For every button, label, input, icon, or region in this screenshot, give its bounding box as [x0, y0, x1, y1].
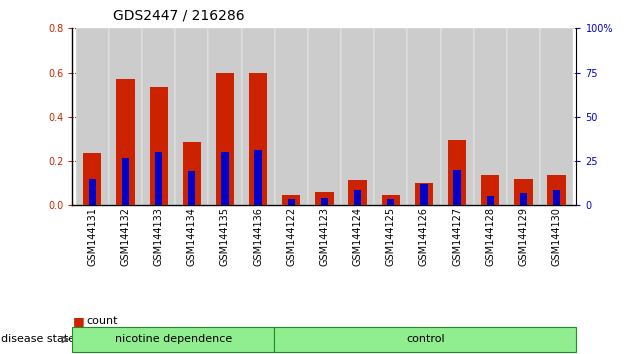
Text: count: count — [86, 316, 118, 326]
Bar — [440, 28, 474, 205]
Text: GDS2447 / 216286: GDS2447 / 216286 — [113, 9, 245, 23]
Bar — [553, 190, 560, 205]
Bar — [308, 28, 341, 205]
Bar — [387, 199, 394, 205]
Bar — [507, 28, 540, 205]
Bar — [89, 179, 96, 205]
Bar — [481, 176, 500, 205]
Bar — [382, 195, 400, 205]
Bar — [341, 28, 374, 205]
Bar — [520, 193, 527, 205]
Text: percentile rank within the sample: percentile rank within the sample — [86, 330, 274, 340]
Bar — [249, 73, 267, 205]
Bar — [514, 179, 532, 205]
Bar — [486, 195, 494, 205]
Bar — [122, 158, 129, 205]
Bar — [354, 190, 361, 205]
Bar — [348, 180, 367, 205]
Bar — [415, 183, 433, 205]
Bar — [188, 171, 195, 205]
Bar — [209, 28, 241, 205]
Bar — [216, 73, 234, 205]
Text: ■: ■ — [72, 329, 84, 341]
Text: nicotine dependence: nicotine dependence — [115, 335, 232, 344]
Bar — [316, 192, 333, 205]
Bar — [175, 28, 209, 205]
Bar — [408, 28, 440, 205]
Bar — [109, 28, 142, 205]
Bar — [255, 149, 262, 205]
Bar — [275, 28, 308, 205]
Bar — [282, 195, 301, 205]
Text: control: control — [406, 335, 445, 344]
Bar — [420, 184, 428, 205]
Bar — [76, 28, 109, 205]
Text: disease state: disease state — [1, 335, 76, 344]
Bar — [155, 152, 163, 205]
Bar — [540, 28, 573, 205]
Bar — [474, 28, 507, 205]
Bar — [374, 28, 408, 205]
Text: ■: ■ — [72, 315, 84, 328]
Bar — [241, 28, 275, 205]
Bar — [221, 152, 229, 205]
Bar — [448, 140, 466, 205]
Bar — [454, 170, 461, 205]
Bar — [288, 199, 295, 205]
Bar — [183, 142, 201, 205]
Bar — [142, 28, 175, 205]
Bar — [547, 176, 566, 205]
Bar — [321, 198, 328, 205]
Bar — [83, 153, 101, 205]
Bar — [149, 87, 168, 205]
Bar — [117, 79, 135, 205]
